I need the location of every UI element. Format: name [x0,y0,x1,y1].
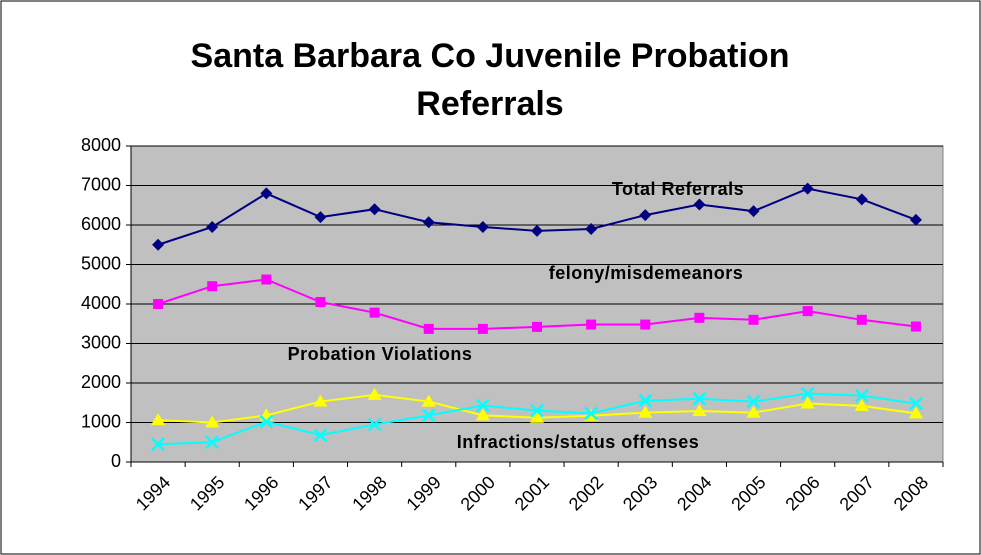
series-label: Total Referrals [612,179,744,199]
marker [638,393,653,408]
marker [639,209,652,222]
y-tick-label: 0 [111,451,121,471]
marker [205,415,220,428]
marker [638,405,653,418]
marker [802,306,813,317]
marker [151,437,165,452]
marker [801,182,814,195]
marker [261,274,272,285]
series-label: Infractions/status offenses [457,432,700,452]
marker [693,198,706,211]
marker [259,414,274,429]
marker [477,323,488,334]
marker [856,314,867,325]
marker [475,398,490,413]
y-tick-label: 8000 [81,135,121,155]
marker [475,408,490,421]
marker [531,224,543,237]
marker [910,321,921,332]
marker [532,321,542,332]
marker [640,319,651,330]
marker [421,408,436,423]
marker [854,398,869,411]
series-label: felony/misdemeanors [549,263,744,283]
marker [692,391,707,406]
marker [207,281,218,292]
marker [422,216,435,229]
marker [153,299,164,309]
marker [800,396,815,409]
marker [692,404,707,417]
marker [313,428,328,443]
y-tick-label: 5000 [81,253,121,273]
marker [584,406,599,421]
marker [909,396,923,411]
marker [800,386,815,401]
marker [368,203,381,216]
marker [746,394,761,409]
marker [151,413,166,426]
marker [423,323,434,334]
marker [746,405,761,418]
series-label: Probation Violations [288,344,473,364]
marker [313,394,328,407]
marker [694,312,705,323]
marker [314,211,327,224]
marker [530,403,544,418]
marker [585,222,598,235]
marker [152,238,165,251]
marker [586,319,597,330]
marker [476,220,489,233]
marker [205,435,220,450]
marker [855,193,868,206]
y-tick-label: 3000 [81,332,121,352]
marker [369,307,380,318]
marker [421,394,436,407]
y-tick-label: 4000 [81,293,121,313]
marker [747,205,760,218]
y-tick-label: 6000 [81,214,121,234]
chart-title: Santa Barbara Co Juvenile Probation Refe… [190,37,790,123]
marker [530,410,544,423]
marker [367,387,382,400]
marker [748,314,759,325]
marker [367,417,382,432]
marker [854,388,869,403]
marker [260,187,273,200]
marker [909,213,922,226]
marker [206,220,219,233]
y-tick-label: 2000 [81,372,121,392]
marker [315,297,326,308]
marker [908,406,923,419]
y-tick-label: 7000 [81,174,121,194]
y-tick-label: 1000 [81,411,121,431]
